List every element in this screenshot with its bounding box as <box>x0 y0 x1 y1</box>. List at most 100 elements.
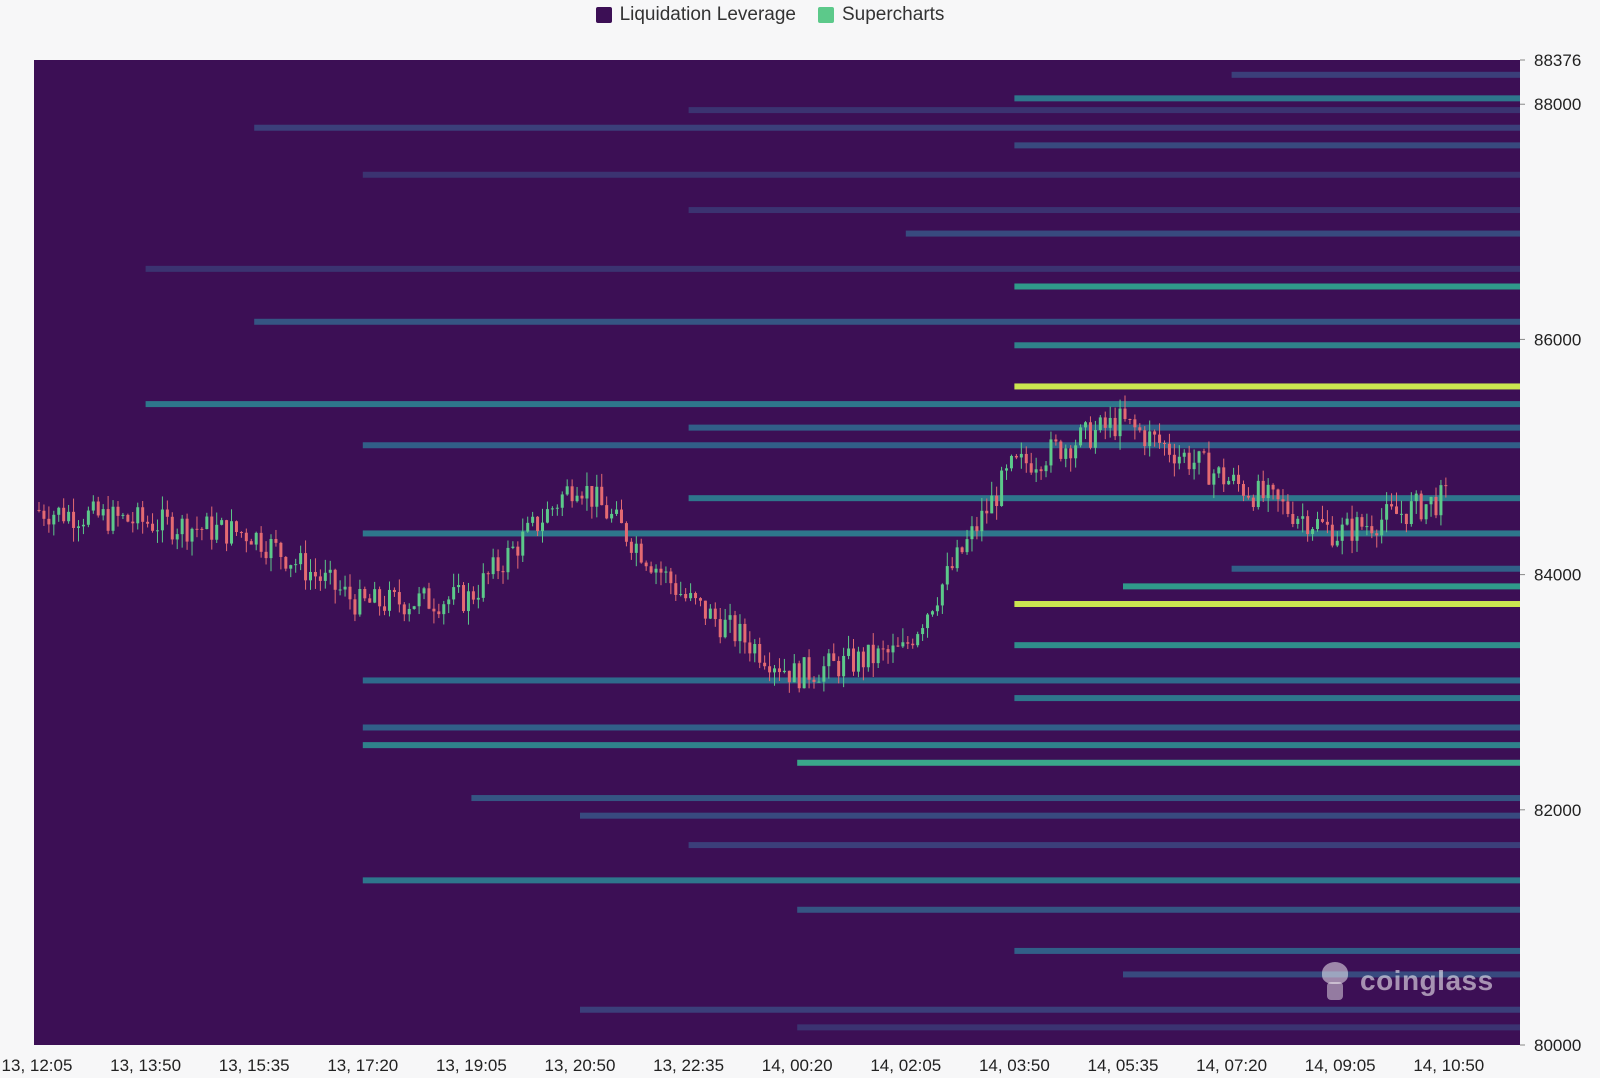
candle-body[interactable] <box>1177 456 1181 464</box>
candle-body[interactable] <box>47 518 51 525</box>
candle-body[interactable] <box>906 642 910 644</box>
candle-body[interactable] <box>871 644 875 664</box>
candle-body[interactable] <box>387 589 391 611</box>
liquidation-band[interactable] <box>1014 283 1520 290</box>
candle-body[interactable] <box>1039 469 1043 472</box>
candle-body[interactable] <box>975 526 979 532</box>
candle-body[interactable] <box>210 516 214 540</box>
candle-body[interactable] <box>363 589 367 599</box>
candle-body[interactable] <box>1143 430 1147 447</box>
candle-body[interactable] <box>155 530 159 532</box>
candle-body[interactable] <box>244 532 248 542</box>
candle-body[interactable] <box>274 538 278 543</box>
candle-body[interactable] <box>560 494 564 508</box>
liquidation-band[interactable] <box>688 842 1520 849</box>
candle-body[interactable] <box>1118 408 1122 437</box>
liquidation-band[interactable] <box>362 442 1520 449</box>
candle-body[interactable] <box>1059 441 1063 459</box>
candle-body[interactable] <box>1153 431 1157 435</box>
candle-body[interactable] <box>269 538 273 559</box>
candle-body[interactable] <box>550 508 554 510</box>
candle-body[interactable] <box>866 644 870 668</box>
candle-body[interactable] <box>1399 513 1403 515</box>
candle-body[interactable] <box>343 586 347 590</box>
candle-body[interactable] <box>1212 473 1216 485</box>
candle-body[interactable] <box>338 589 342 591</box>
candle-body[interactable] <box>639 543 643 563</box>
candle-body[interactable] <box>476 597 480 600</box>
candle-body[interactable] <box>1103 417 1107 428</box>
liquidation-band[interactable] <box>688 495 1520 502</box>
candle-body[interactable] <box>146 521 150 524</box>
candle-body[interactable] <box>397 592 401 605</box>
candle-body[interactable] <box>328 569 332 573</box>
candle-body[interactable] <box>1088 422 1092 448</box>
candle-body[interactable] <box>1167 443 1171 455</box>
candle-body[interactable] <box>861 651 865 668</box>
candle-body[interactable] <box>116 506 120 516</box>
liquidation-band[interactable] <box>362 677 1520 684</box>
candle-body[interactable] <box>1054 439 1058 442</box>
candle-body[interactable] <box>1370 526 1374 534</box>
candle-body[interactable] <box>378 589 382 607</box>
candle-body[interactable] <box>57 507 61 515</box>
candle-body[interactable] <box>615 509 619 514</box>
candle-body[interactable] <box>580 495 584 499</box>
liquidation-band[interactable] <box>1014 601 1520 608</box>
candle-body[interactable] <box>698 598 702 601</box>
candle-body[interactable] <box>1207 452 1211 485</box>
candle-body[interactable] <box>1266 484 1270 499</box>
candle-body[interactable] <box>437 611 441 615</box>
candle-body[interactable] <box>575 495 579 502</box>
candle-body[interactable] <box>980 510 984 532</box>
candle-body[interactable] <box>264 551 268 559</box>
liquidation-band[interactable] <box>1014 95 1520 102</box>
candle-body[interactable] <box>822 666 826 682</box>
candle-body[interactable] <box>190 528 194 542</box>
candle-body[interactable] <box>175 534 179 540</box>
candle-body[interactable] <box>753 644 757 654</box>
liquidation-band[interactable] <box>1014 383 1520 390</box>
candle-body[interactable] <box>1158 434 1162 443</box>
candle-body[interactable] <box>151 523 155 531</box>
candle-body[interactable] <box>427 588 431 609</box>
candle-body[interactable] <box>353 599 357 615</box>
candle-body[interactable] <box>773 668 777 673</box>
candle-body[interactable] <box>856 651 860 672</box>
candle-body[interactable] <box>1301 516 1305 519</box>
candle-body[interactable] <box>713 608 717 620</box>
candle-body[interactable] <box>605 505 609 519</box>
candle-body[interactable] <box>901 642 905 647</box>
candle-body[interactable] <box>768 666 772 673</box>
candle-body[interactable] <box>170 516 174 540</box>
candle-body[interactable] <box>659 568 663 573</box>
candle-body[interactable] <box>91 501 95 511</box>
candle-body[interactable] <box>1325 521 1329 525</box>
candle-body[interactable] <box>758 644 762 663</box>
liquidation-band[interactable] <box>797 759 1520 766</box>
candle-body[interactable] <box>1182 452 1186 457</box>
candle-body[interactable] <box>940 584 944 606</box>
candle-body[interactable] <box>733 615 737 642</box>
candle-body[interactable] <box>723 619 727 638</box>
candle-body[interactable] <box>259 532 263 552</box>
candle-body[interactable] <box>1172 454 1176 464</box>
candle-body[interactable] <box>1005 468 1009 471</box>
candle-body[interactable] <box>506 547 510 573</box>
candle-body[interactable] <box>432 608 436 612</box>
candle-body[interactable] <box>284 556 288 569</box>
candle-body[interactable] <box>1138 427 1142 431</box>
candle-body[interactable] <box>254 532 258 545</box>
candle-body[interactable] <box>309 571 312 581</box>
candle-body[interactable] <box>368 598 372 603</box>
candle-body[interactable] <box>743 623 747 643</box>
candle-body[interactable] <box>373 589 377 603</box>
candle-body[interactable] <box>777 668 781 673</box>
candle-body[interactable] <box>807 657 811 680</box>
candle-body[interactable] <box>950 566 954 569</box>
candle-body[interactable] <box>462 585 466 612</box>
candle-body[interactable] <box>1261 480 1265 499</box>
candle-body[interactable] <box>511 546 515 548</box>
candle-body[interactable] <box>1350 518 1354 541</box>
legend-item-supercharts[interactable]: Supercharts <box>817 2 944 28</box>
